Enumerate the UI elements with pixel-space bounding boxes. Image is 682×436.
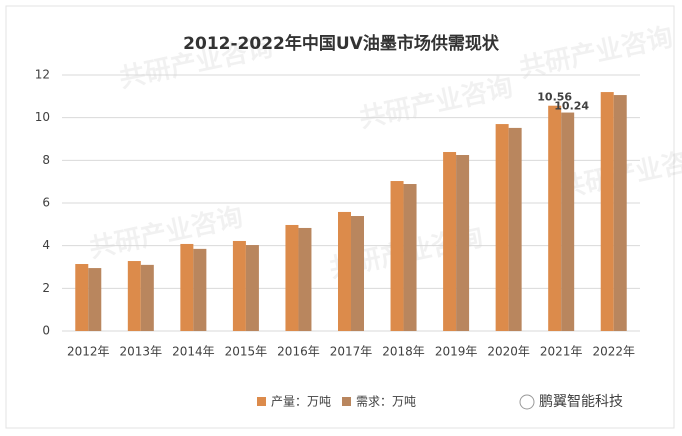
bar (403, 184, 417, 331)
bar (232, 240, 246, 331)
x-tick-label: 2016年 (277, 345, 320, 359)
chart-title: 2012-2022年中国UV油墨市场供需现状 (183, 33, 500, 54)
x-tick-label: 2020年 (487, 345, 530, 359)
bar (338, 211, 351, 331)
bar (456, 155, 470, 331)
bar (140, 264, 154, 331)
bar (495, 124, 509, 331)
source-note: 鹏翼智能科技 (539, 394, 623, 410)
bar (548, 105, 562, 331)
data-label: 10.24 (554, 100, 589, 113)
x-tick-label: 2022年 (592, 345, 635, 359)
data-label: 10.56 (537, 91, 572, 104)
legend-label: 需求：万吨 (356, 395, 416, 409)
x-tick-label: 2013年 (120, 345, 163, 359)
y-tick-label: 2 (42, 281, 50, 295)
x-tick-label: 2015年 (225, 345, 268, 359)
legend-swatch (257, 397, 266, 406)
bar (245, 245, 259, 331)
source-icon (519, 394, 535, 410)
y-tick-label: 8 (42, 153, 50, 167)
bar (613, 95, 627, 331)
bar (600, 92, 614, 331)
x-tick-label: 2017年 (330, 345, 373, 359)
bar (285, 224, 299, 331)
bar (127, 261, 141, 331)
bar (561, 112, 575, 332)
bar (193, 248, 207, 331)
x-tick-label: 2012年 (67, 345, 110, 359)
x-tick-label: 2021年 (540, 345, 583, 359)
x-tick-label: 2018年 (382, 345, 425, 359)
bar (75, 264, 89, 331)
bar (180, 243, 194, 331)
y-tick-label: 12 (35, 68, 50, 82)
legend-swatch (342, 397, 351, 406)
y-tick-label: 4 (42, 238, 50, 252)
y-tick-label: 0 (42, 324, 50, 338)
bar (390, 181, 404, 331)
x-tick-label: 2019年 (435, 345, 478, 359)
bar (351, 216, 364, 331)
y-tick-label: 6 (42, 196, 50, 210)
legend-label: 产量：万吨 (271, 395, 331, 409)
bar (298, 227, 312, 331)
bar (508, 127, 522, 331)
bar (443, 152, 457, 331)
y-tick-label: 10 (35, 110, 50, 124)
bar (88, 268, 102, 331)
x-tick-label: 2014年 (172, 345, 215, 359)
